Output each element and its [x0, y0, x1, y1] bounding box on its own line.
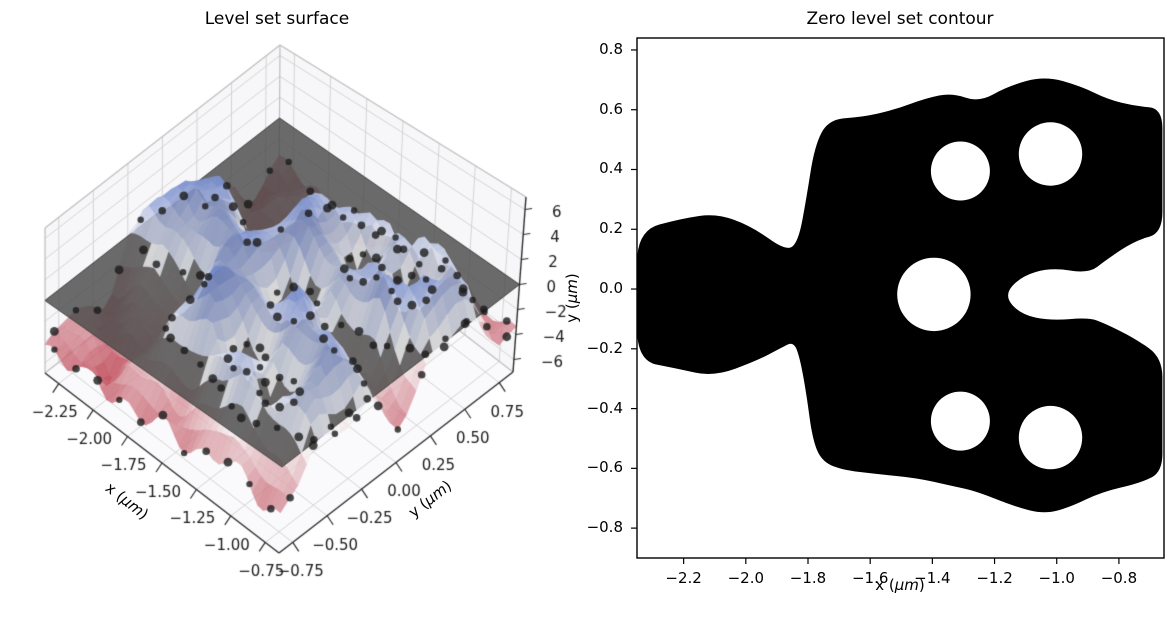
y-tick-label: −0.6: [586, 458, 623, 477]
contour-hole-4: [1018, 405, 1083, 470]
y-tick-label: 0.8: [599, 39, 623, 58]
right-xaxis-label: x (μm): [875, 576, 925, 594]
y-tick-label: 0.2: [599, 219, 623, 238]
x-tick-label: −1.2: [976, 569, 1013, 587]
contour-hole-1: [1018, 122, 1083, 186]
x-tick-label: −1.8: [789, 569, 827, 587]
y-tick-label: 0.6: [599, 99, 623, 118]
contour-hole-0: [930, 141, 990, 201]
axes-box: [636, 37, 1165, 559]
contour-hole-2: [897, 257, 971, 332]
y-tick-label: 0.4: [599, 159, 623, 178]
surface3d-canvas: [0, 0, 610, 623]
y-tick-label: −0.8: [586, 518, 623, 537]
y-tick-label: −0.4: [586, 398, 623, 417]
x-tick-label: −1.6: [851, 569, 889, 587]
contour-plot-svg: [631, 37, 1165, 564]
x-tick-label: −0.8: [1100, 569, 1138, 587]
x-tick-label: −1.4: [914, 569, 951, 587]
y-tick-label: −0.2: [586, 338, 623, 357]
y-tick-label: 0.0: [599, 279, 623, 298]
x-tick-label: −1.0: [1038, 569, 1075, 587]
contour-hole-3: [930, 391, 990, 451]
left-plot-title: Level set surface: [204, 9, 350, 29]
right-plot-title: Zero level set contour: [806, 9, 994, 29]
x-tick-label: −2.2: [665, 569, 702, 587]
x-tick-label: −2.0: [727, 569, 765, 587]
